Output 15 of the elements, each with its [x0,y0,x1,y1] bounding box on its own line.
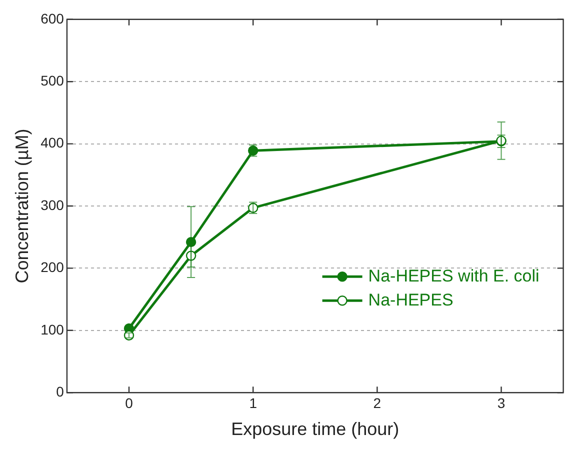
y-tick-label: 100 [40,321,64,338]
x-axis-title: Exposure time (hour) [231,419,400,440]
y-tick-label: 200 [40,259,64,276]
x-tick-label: 1 [249,394,258,411]
y-tick-label: 500 [40,72,64,88]
y-tick-label: 400 [40,134,64,151]
y-axis-title: Concentration (µM) [12,128,32,284]
y-tick-label: 0 [56,383,64,400]
x-tick-label: 2 [373,394,382,411]
legend-label: Na-HEPES with E. coli [368,266,540,286]
legend-label: Na-HEPES [368,290,454,310]
x-tick-label: 3 [497,394,506,411]
y-tick-label: 600 [40,10,64,26]
x-tick-label: 0 [125,394,134,411]
y-tick-label: 300 [40,196,64,213]
